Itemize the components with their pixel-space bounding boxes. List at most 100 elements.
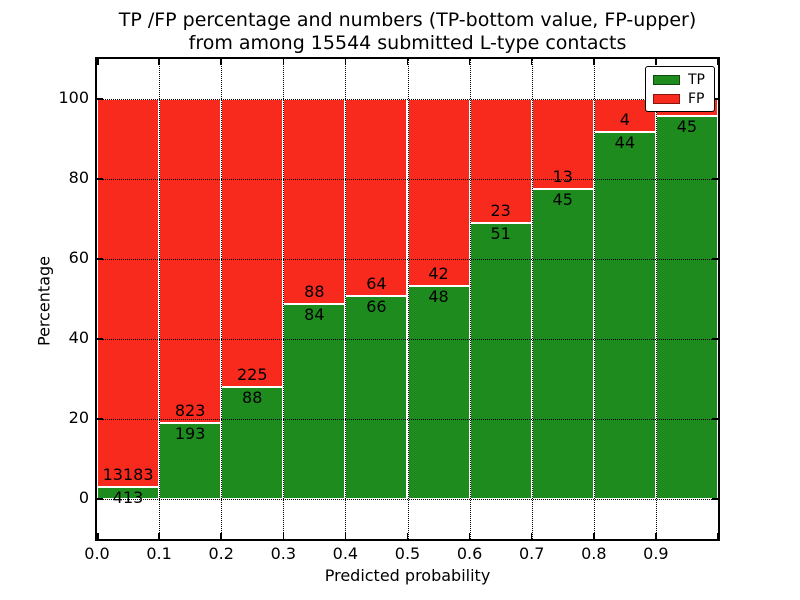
y-tick-left-20 (97, 418, 103, 420)
x-tick-label-0.5: 0.5 (394, 544, 421, 563)
gridline-v-3 (283, 59, 285, 539)
tp-count-label-6: 51 (490, 224, 511, 244)
fp-count-label-1: 823 (174, 401, 206, 420)
x-tick-top-5 (406, 59, 409, 65)
x-tick-label-0.9: 0.9 (643, 544, 669, 563)
bar-segment-fp-0 (97, 99, 160, 487)
x-tick-top-9 (655, 59, 657, 65)
gridline-v-1 (159, 59, 161, 539)
y-tick-label-0: 0 (78, 488, 89, 507)
y-tick-right-0 (712, 498, 718, 500)
tp-count-label-1: 193 (174, 424, 206, 443)
x-tick-top-3 (282, 59, 285, 65)
gridline-v-6 (469, 59, 471, 539)
fp-swatch-icon (653, 93, 680, 104)
tp-count-label-2: 88 (242, 387, 263, 407)
gridline-v-9 (655, 59, 657, 539)
x-tick-top-7 (530, 59, 533, 65)
bar-segment-fp-5 (407, 99, 470, 286)
x-tick-bottom-0 (97, 533, 99, 539)
fp-count-label-2: 225 (236, 364, 268, 384)
legend-entry-tp: TP (653, 72, 707, 88)
tp-count-label-4: 66 (366, 296, 387, 316)
gridline-v-5 (407, 59, 409, 539)
bar-segment-fp-4 (345, 99, 408, 296)
legend-label-fp: FP (688, 90, 705, 107)
x-tick-label-0.8: 0.8 (581, 544, 607, 563)
x-tick-label-0.3: 0.3 (270, 544, 297, 563)
bar-segment-fp-6 (469, 99, 532, 224)
gridline-v-7 (531, 59, 533, 539)
x-tick-bottom-3 (282, 533, 285, 539)
y-tick-right-100 (712, 98, 718, 100)
fp-count-label-3: 88 (304, 281, 325, 301)
bar-segment-fp-3 (283, 99, 346, 304)
tp-swatch-icon (653, 74, 680, 85)
y-tick-left-100 (97, 98, 103, 100)
bar-segment-tp-5 (407, 285, 470, 499)
y-tick-left-0 (97, 498, 103, 500)
y-tick-left-80 (97, 178, 103, 180)
x-tick-bottom-1 (158, 533, 160, 539)
bar-segment-tp-4 (345, 295, 408, 499)
y-tick-left-40 (97, 338, 103, 340)
tp-count-label-3: 84 (304, 304, 325, 324)
x-tick-bottom-5 (406, 533, 409, 539)
legend: TP FP (645, 66, 715, 112)
x-tick-label-0.6: 0.6 (456, 544, 483, 563)
x-tick-top-8 (593, 59, 595, 65)
x-axis-label: Predicted probability (324, 566, 491, 585)
bar-segment-tp-1 (159, 423, 222, 499)
x-tick-bottom-8 (593, 533, 595, 539)
bar-segment-fp-1 (159, 99, 222, 423)
tp-count-label-9: 45 (676, 117, 698, 137)
gridline-v-2 (221, 59, 223, 539)
x-tick-label-0.1: 0.1 (146, 544, 172, 563)
y-tick-label-100: 100 (58, 88, 89, 107)
fp-count-label-8: 4 (619, 110, 630, 130)
x-tick-bottom-6 (468, 533, 471, 539)
x-tick-label-0.4: 0.4 (332, 544, 359, 563)
x-tick-top-0 (97, 59, 99, 65)
x-tick-top-2 (220, 59, 222, 65)
x-tick-label-0.7: 0.7 (518, 544, 545, 563)
legend-label-tp: TP (688, 71, 705, 88)
x-tick-bottom-7 (530, 533, 533, 539)
bar-segment-tp-0 (97, 487, 160, 499)
fp-count-label-5: 42 (428, 263, 449, 283)
y-tick-label-80: 80 (68, 168, 89, 187)
y-tick-left-60 (97, 258, 103, 260)
bar-segment-tp-7 (531, 188, 594, 499)
tp-count-label-8: 44 (614, 133, 636, 153)
y-tick-right-80 (712, 178, 718, 180)
x-tick-bottom-4 (344, 533, 347, 539)
x-tick-label-0.0: 0.0 (84, 544, 110, 563)
x-tick-top-10 (716, 59, 718, 65)
x-tick-top-4 (344, 59, 347, 65)
fp-count-label-7: 13 (552, 166, 573, 186)
x-tick-bottom-9 (655, 533, 657, 539)
fp-count-label-0: 13183 (102, 465, 154, 484)
gridline-v-4 (345, 59, 347, 539)
tp-count-label-0: 413 (112, 488, 144, 507)
x-tick-top-6 (468, 59, 471, 65)
chart-title-line1: TP /FP percentage and numbers (TP-bottom… (118, 9, 697, 31)
gridline-v-8 (593, 59, 595, 539)
y-tick-label-40: 40 (68, 328, 89, 347)
bar-segment-tp-6 (469, 223, 532, 499)
tp-count-label-7: 45 (552, 189, 573, 209)
x-tick-top-1 (158, 59, 160, 65)
bar-segment-tp-8 (593, 132, 656, 499)
x-tick-label-0.2: 0.2 (208, 544, 234, 563)
bar-segment-fp-2 (221, 99, 284, 387)
bar-segment-tp-9 (655, 116, 718, 499)
y-tick-label-60: 60 (68, 248, 89, 267)
x-tick-bottom-10 (716, 533, 718, 539)
tp-count-label-5: 48 (428, 286, 449, 306)
bar-segment-tp-3 (283, 303, 346, 499)
fp-count-label-6: 23 (490, 201, 511, 221)
y-tick-right-60 (712, 258, 718, 260)
y-tick-label-20: 20 (68, 408, 89, 427)
chart-title-line2: from among 15544 submitted L-type contac… (188, 32, 627, 54)
